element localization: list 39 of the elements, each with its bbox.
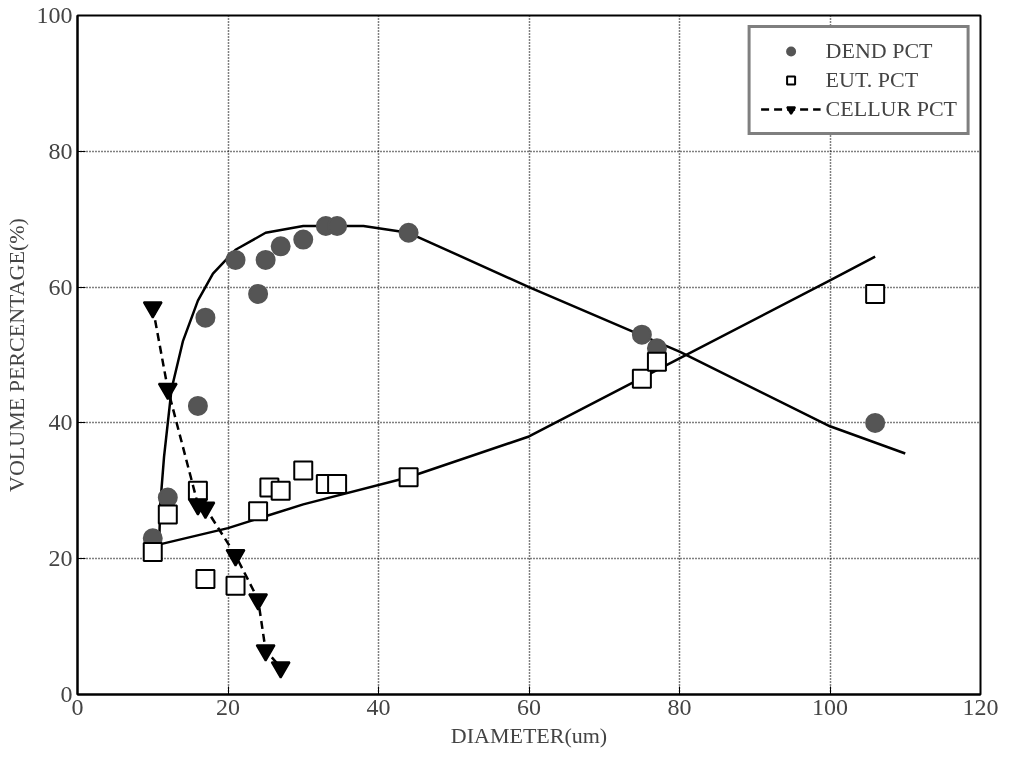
- point: [157, 487, 178, 508]
- point: [398, 222, 419, 243]
- x-tick-label: 80: [667, 693, 692, 720]
- point: [248, 283, 269, 304]
- point: [270, 480, 291, 501]
- point: [142, 541, 163, 562]
- x-tick-label: 40: [366, 693, 391, 720]
- x-axis-title: DIAMETER(um): [450, 722, 608, 748]
- x-tick-label: 60: [517, 693, 541, 720]
- point: [225, 249, 246, 270]
- point: [248, 501, 269, 522]
- point: [293, 460, 314, 481]
- point: [327, 474, 348, 495]
- y-axis-title: VOLUME PERCENTAGE(%): [3, 218, 29, 492]
- point: [398, 467, 419, 488]
- point: [865, 283, 886, 304]
- x-tick-label: 20: [216, 693, 240, 720]
- point: [270, 236, 291, 257]
- y-tick-label: 20: [48, 545, 73, 572]
- point: [187, 395, 208, 416]
- point: [195, 569, 216, 590]
- y-tick-label: 80: [48, 137, 73, 164]
- point: [157, 504, 178, 525]
- point: [646, 351, 667, 372]
- legend-label: EUT. PCT: [825, 67, 919, 93]
- y-tick-label: 40: [48, 409, 73, 436]
- point: [293, 229, 314, 250]
- point: [225, 575, 246, 596]
- x-tick-label: 120: [962, 693, 999, 720]
- y-tick-label: 100: [36, 2, 73, 28]
- point: [865, 412, 886, 433]
- legend-label: DEND PCT: [825, 38, 933, 64]
- point: [631, 324, 652, 345]
- point: [255, 249, 276, 270]
- legend-label: CELLUR PCT: [825, 96, 957, 122]
- x-tick-label: 100: [812, 693, 848, 720]
- point: [195, 307, 216, 328]
- point: [631, 368, 652, 389]
- y-tick-label: 60: [48, 273, 73, 300]
